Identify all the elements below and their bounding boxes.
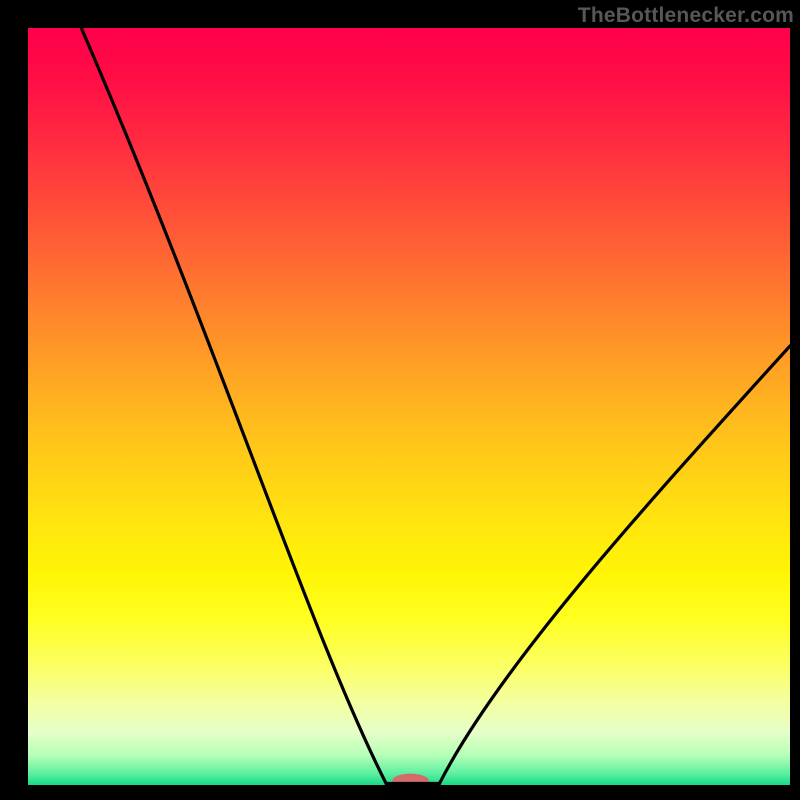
left-curve [81, 28, 386, 783]
right-curve [439, 346, 790, 784]
chart-svg [28, 28, 790, 785]
bottleneck-chart: TheBottlenecker.com [0, 0, 800, 800]
plot-area [28, 28, 790, 785]
watermark-text: TheBottlenecker.com [578, 4, 794, 28]
